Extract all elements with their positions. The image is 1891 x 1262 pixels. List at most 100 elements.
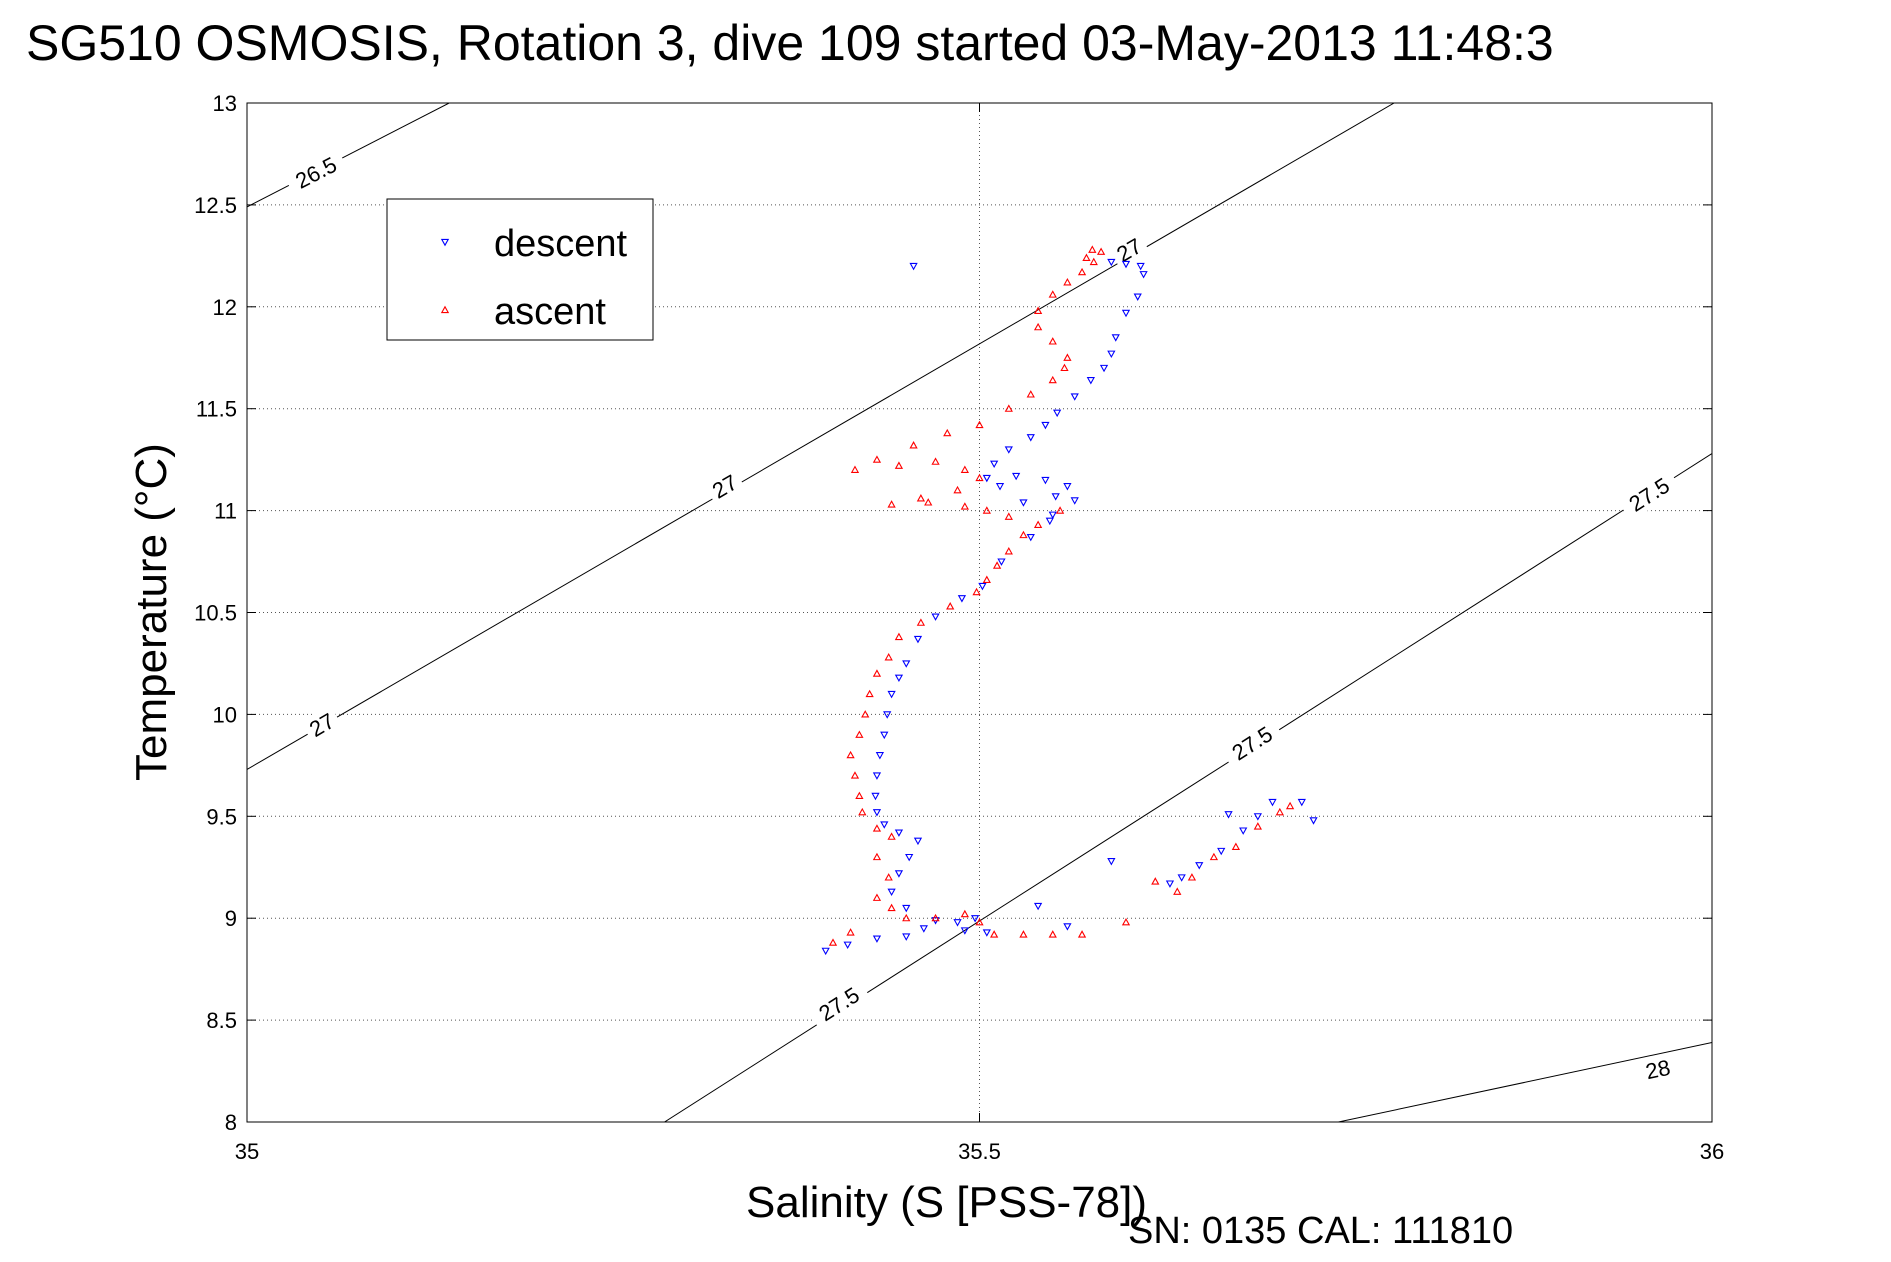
- density-contour: [247, 103, 1395, 770]
- ascent-point: [1048, 375, 1057, 384]
- descent-point: [982, 929, 991, 937]
- descent-point: [1139, 271, 1148, 279]
- descent-point: [902, 933, 911, 941]
- descent-point: [872, 809, 882, 817]
- descent-point: [1041, 476, 1050, 485]
- descent-point: [995, 483, 1005, 491]
- descent-point: [887, 690, 896, 699]
- descent-point: [1224, 811, 1233, 819]
- ascent-point: [828, 938, 838, 946]
- y-tick-label: 10: [213, 702, 237, 727]
- ascent-point: [924, 498, 933, 506]
- descent-point: [1136, 262, 1145, 271]
- descent-point: [821, 947, 830, 956]
- ascent-point: [982, 575, 991, 584]
- ascent-point: [992, 561, 1002, 569]
- descent-point: [871, 792, 880, 801]
- ascent-point: [894, 632, 904, 641]
- ascent-point: [1004, 404, 1013, 412]
- descent-point: [843, 941, 852, 950]
- legend-label-descent: descent: [494, 223, 628, 265]
- descent-point: [953, 919, 962, 927]
- ascent-point: [846, 928, 855, 936]
- ascent-point: [872, 669, 882, 677]
- density-contour: [247, 103, 450, 208]
- ascent-point: [1048, 930, 1057, 938]
- density-contour: [1338, 1042, 1712, 1122]
- descent-point: [1086, 377, 1095, 385]
- descent-point: [1048, 511, 1057, 520]
- ascent-point: [894, 461, 904, 469]
- legend-label-ascent: ascent: [494, 291, 606, 333]
- ascent-point: [1019, 530, 1028, 539]
- ascent-point: [909, 441, 918, 449]
- descent-point: [1063, 483, 1072, 491]
- descent-point: [880, 731, 889, 740]
- descent-point: [1107, 858, 1116, 866]
- descent-point: [1217, 847, 1226, 856]
- y-tick-label: 8.5: [206, 1008, 237, 1033]
- descent-point: [1268, 798, 1277, 807]
- ascent-point: [931, 457, 940, 465]
- descent-point: [919, 925, 928, 933]
- ascent-point: [1048, 290, 1057, 298]
- ascent-point: [1121, 917, 1131, 926]
- ascent-point: [855, 730, 864, 738]
- descent-point: [1121, 309, 1131, 318]
- ascent-point: [1026, 390, 1035, 398]
- descent-point: [982, 474, 991, 483]
- descent-point: [1107, 350, 1116, 359]
- descent-point: [1309, 817, 1318, 825]
- ascent-point: [858, 807, 867, 816]
- ascent-point: [1077, 267, 1087, 276]
- ascent-point: [1082, 253, 1091, 261]
- ascent-point: [872, 455, 882, 463]
- descent-point: [905, 853, 914, 862]
- descent-point: [913, 635, 923, 644]
- ascent-point: [943, 428, 952, 437]
- ascent-point: [1004, 547, 1013, 555]
- descent-point: [1045, 517, 1054, 526]
- descent-point: [883, 711, 892, 719]
- ascent-point: [884, 873, 893, 881]
- x-tick-label: 35: [235, 1139, 259, 1164]
- descent-point: [1195, 862, 1204, 870]
- ascent-point: [1019, 930, 1028, 938]
- descent-point: [970, 915, 980, 923]
- ascent-point: [1055, 506, 1065, 514]
- descent-point: [1121, 260, 1131, 269]
- descent-point: [1011, 472, 1021, 481]
- descent-point: [1107, 258, 1116, 267]
- descent-point: [1070, 393, 1079, 401]
- ascent-point: [1048, 337, 1057, 345]
- ascent-point: [1060, 363, 1069, 372]
- descent-point: [1019, 499, 1028, 507]
- descent-point: [902, 904, 911, 913]
- x-tick-label: 35.5: [958, 1139, 1001, 1164]
- descent-point: [1070, 497, 1079, 505]
- descent-point: [1133, 293, 1142, 301]
- ascent-point: [953, 485, 962, 494]
- descent-point: [978, 582, 987, 591]
- ascent-point: [1033, 306, 1043, 314]
- y-tick-label: 11.5: [196, 397, 237, 422]
- descent-point: [880, 821, 889, 829]
- ascent-point: [850, 465, 860, 473]
- ascent-point: [1089, 257, 1098, 266]
- ascent-point: [1077, 930, 1087, 938]
- descent-point: [894, 674, 904, 683]
- ascent-point: [1285, 801, 1295, 810]
- ascent-point: [872, 852, 882, 861]
- y-tick-label: 11: [214, 499, 237, 524]
- descent-point: [1111, 334, 1120, 342]
- y-tick-label: 12: [213, 295, 237, 320]
- descent-point: [875, 752, 885, 760]
- ascent-point: [1088, 245, 1097, 253]
- ascent-point: [1004, 512, 1013, 520]
- ascent-point: [916, 618, 926, 626]
- descent-point: [1026, 533, 1035, 542]
- ascent-point: [916, 494, 926, 502]
- legend-box: [386, 198, 654, 341]
